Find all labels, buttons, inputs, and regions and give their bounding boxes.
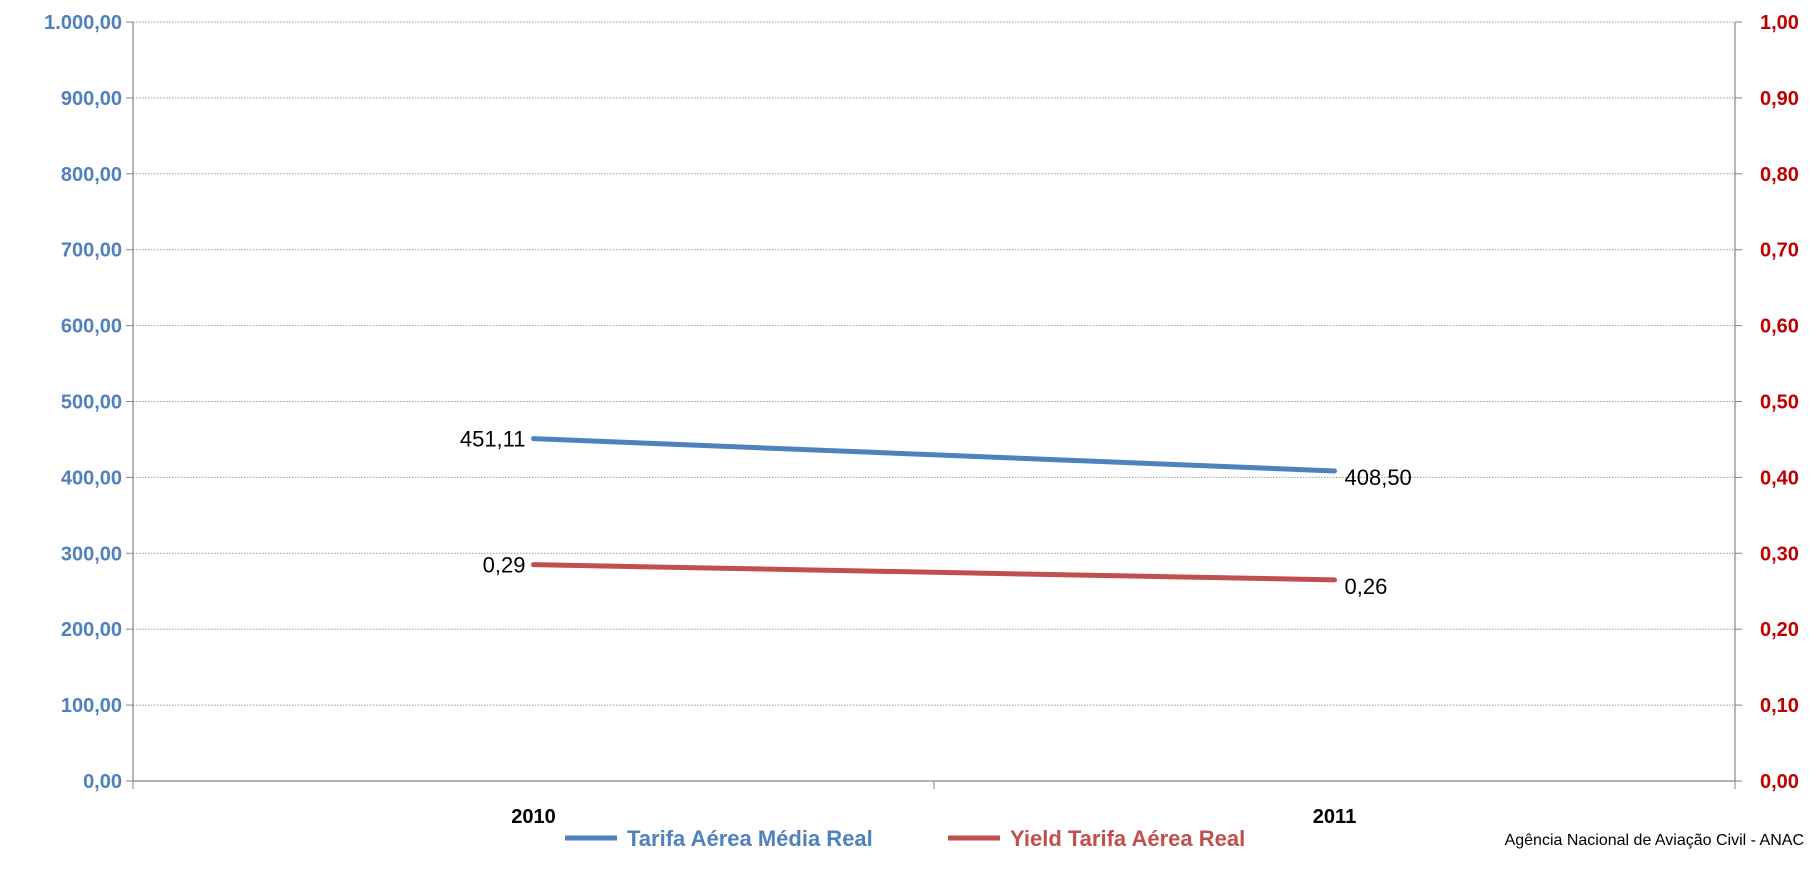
- right-tick-label: 0,70: [1760, 240, 1799, 262]
- legend-label: Yield Tarifa Aérea Real: [1010, 826, 1245, 851]
- data-label: 408,50: [1345, 465, 1412, 490]
- series-line: [531, 562, 1337, 583]
- left-tick-label: 1.000,00: [44, 12, 122, 34]
- right-tick-label: 0,40: [1760, 467, 1799, 489]
- right-tick-label: 0,80: [1760, 164, 1799, 186]
- x-axis-ticks: 2010 2011: [511, 806, 1356, 828]
- gridlines: [133, 21, 1735, 706]
- legend: Tarifa Aérea Média Real Yield Tarifa Aére…: [565, 826, 1245, 851]
- data-label: 0,26: [1345, 574, 1388, 599]
- left-tick-label: 800,00: [61, 164, 122, 186]
- right-tick-label: 0,20: [1760, 619, 1799, 641]
- legend-label: Tarifa Aérea Média Real: [627, 826, 873, 851]
- series-line: [531, 436, 1337, 474]
- left-tick-label: 500,00: [61, 392, 122, 414]
- x-tick-label: 2011: [1313, 806, 1356, 828]
- left-tick-label: 900,00: [61, 88, 122, 110]
- left-tick-label: 0,00: [83, 771, 122, 793]
- right-tick-label: 0,10: [1760, 695, 1799, 717]
- left-tick-label: 700,00: [61, 240, 122, 262]
- left-tick-label: 600,00: [61, 316, 122, 338]
- right-tick-label: 0,00: [1760, 771, 1799, 793]
- right-tick-label: 0,30: [1760, 543, 1799, 565]
- left-tick-label: 300,00: [61, 543, 122, 565]
- series-lines: [531, 436, 1337, 583]
- data-label: 0,29: [483, 553, 526, 578]
- right-tick-label: 0,90: [1760, 88, 1799, 110]
- data-label: 451,11: [460, 427, 526, 452]
- source-credit: Agência Nacional de Aviação Civil - ANAC: [1505, 832, 1804, 849]
- right-axis-ticks: 0,00 0,10 0,20 0,30 0,40 0,50 0,60 0,70 0,80 0,90…: [1760, 12, 1799, 793]
- x-tick-label: 2010: [511, 806, 556, 828]
- left-axis-ticks: 0,00 100,00 200,00 300,00 400,00 500,00 600,00…: [44, 12, 122, 793]
- axes: [126, 21, 1742, 789]
- right-tick-label: 0,60: [1760, 316, 1799, 338]
- left-tick-label: 100,00: [61, 695, 122, 717]
- right-tick-label: 1,00: [1760, 12, 1799, 34]
- left-tick-label: 400,00: [61, 467, 122, 489]
- right-tick-label: 0,50: [1760, 392, 1799, 414]
- data-labels: 451,11 408,50 0,29 0,26: [460, 427, 1412, 599]
- left-tick-label: 200,00: [61, 619, 122, 641]
